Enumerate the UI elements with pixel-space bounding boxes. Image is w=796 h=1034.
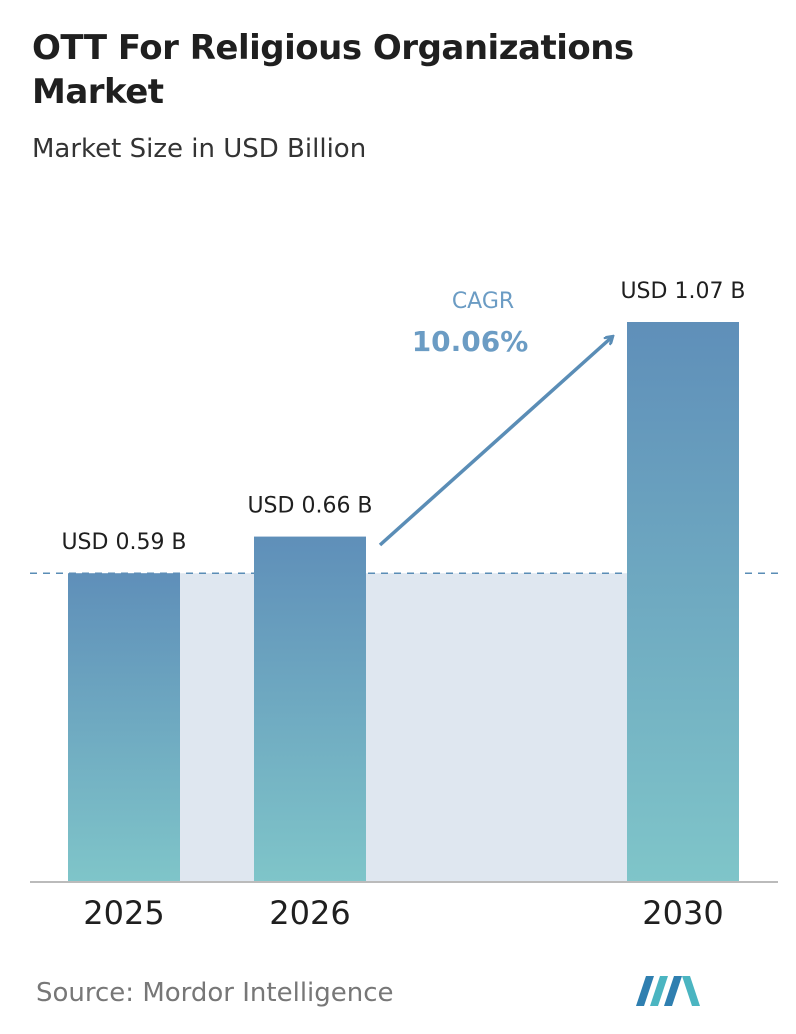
cagr-value: 10.06% <box>412 325 529 358</box>
reference-band <box>124 573 683 882</box>
logo <box>636 976 700 1006</box>
value-label: USD 0.66 B <box>247 494 372 519</box>
x-tick-label: 2025 <box>83 894 164 932</box>
cagr-arrow <box>378 337 612 547</box>
bar <box>68 573 180 882</box>
chart-subtitle: Market Size in USD Billion <box>32 134 367 164</box>
x-tick-label: 2026 <box>269 894 350 932</box>
value-label: USD 0.59 B <box>61 530 186 555</box>
bar-layer <box>68 322 739 882</box>
band-layer <box>30 572 778 882</box>
cagr-label: CAGR <box>452 289 514 314</box>
bar <box>627 322 739 882</box>
bar <box>254 536 366 882</box>
source: Source: Mordor Intelligence <box>36 978 394 1008</box>
value-label: USD 1.07 B <box>620 279 745 304</box>
x-tick-label: 2030 <box>642 894 723 932</box>
chart-title: OTT For Religious Organizations Market <box>32 28 634 112</box>
